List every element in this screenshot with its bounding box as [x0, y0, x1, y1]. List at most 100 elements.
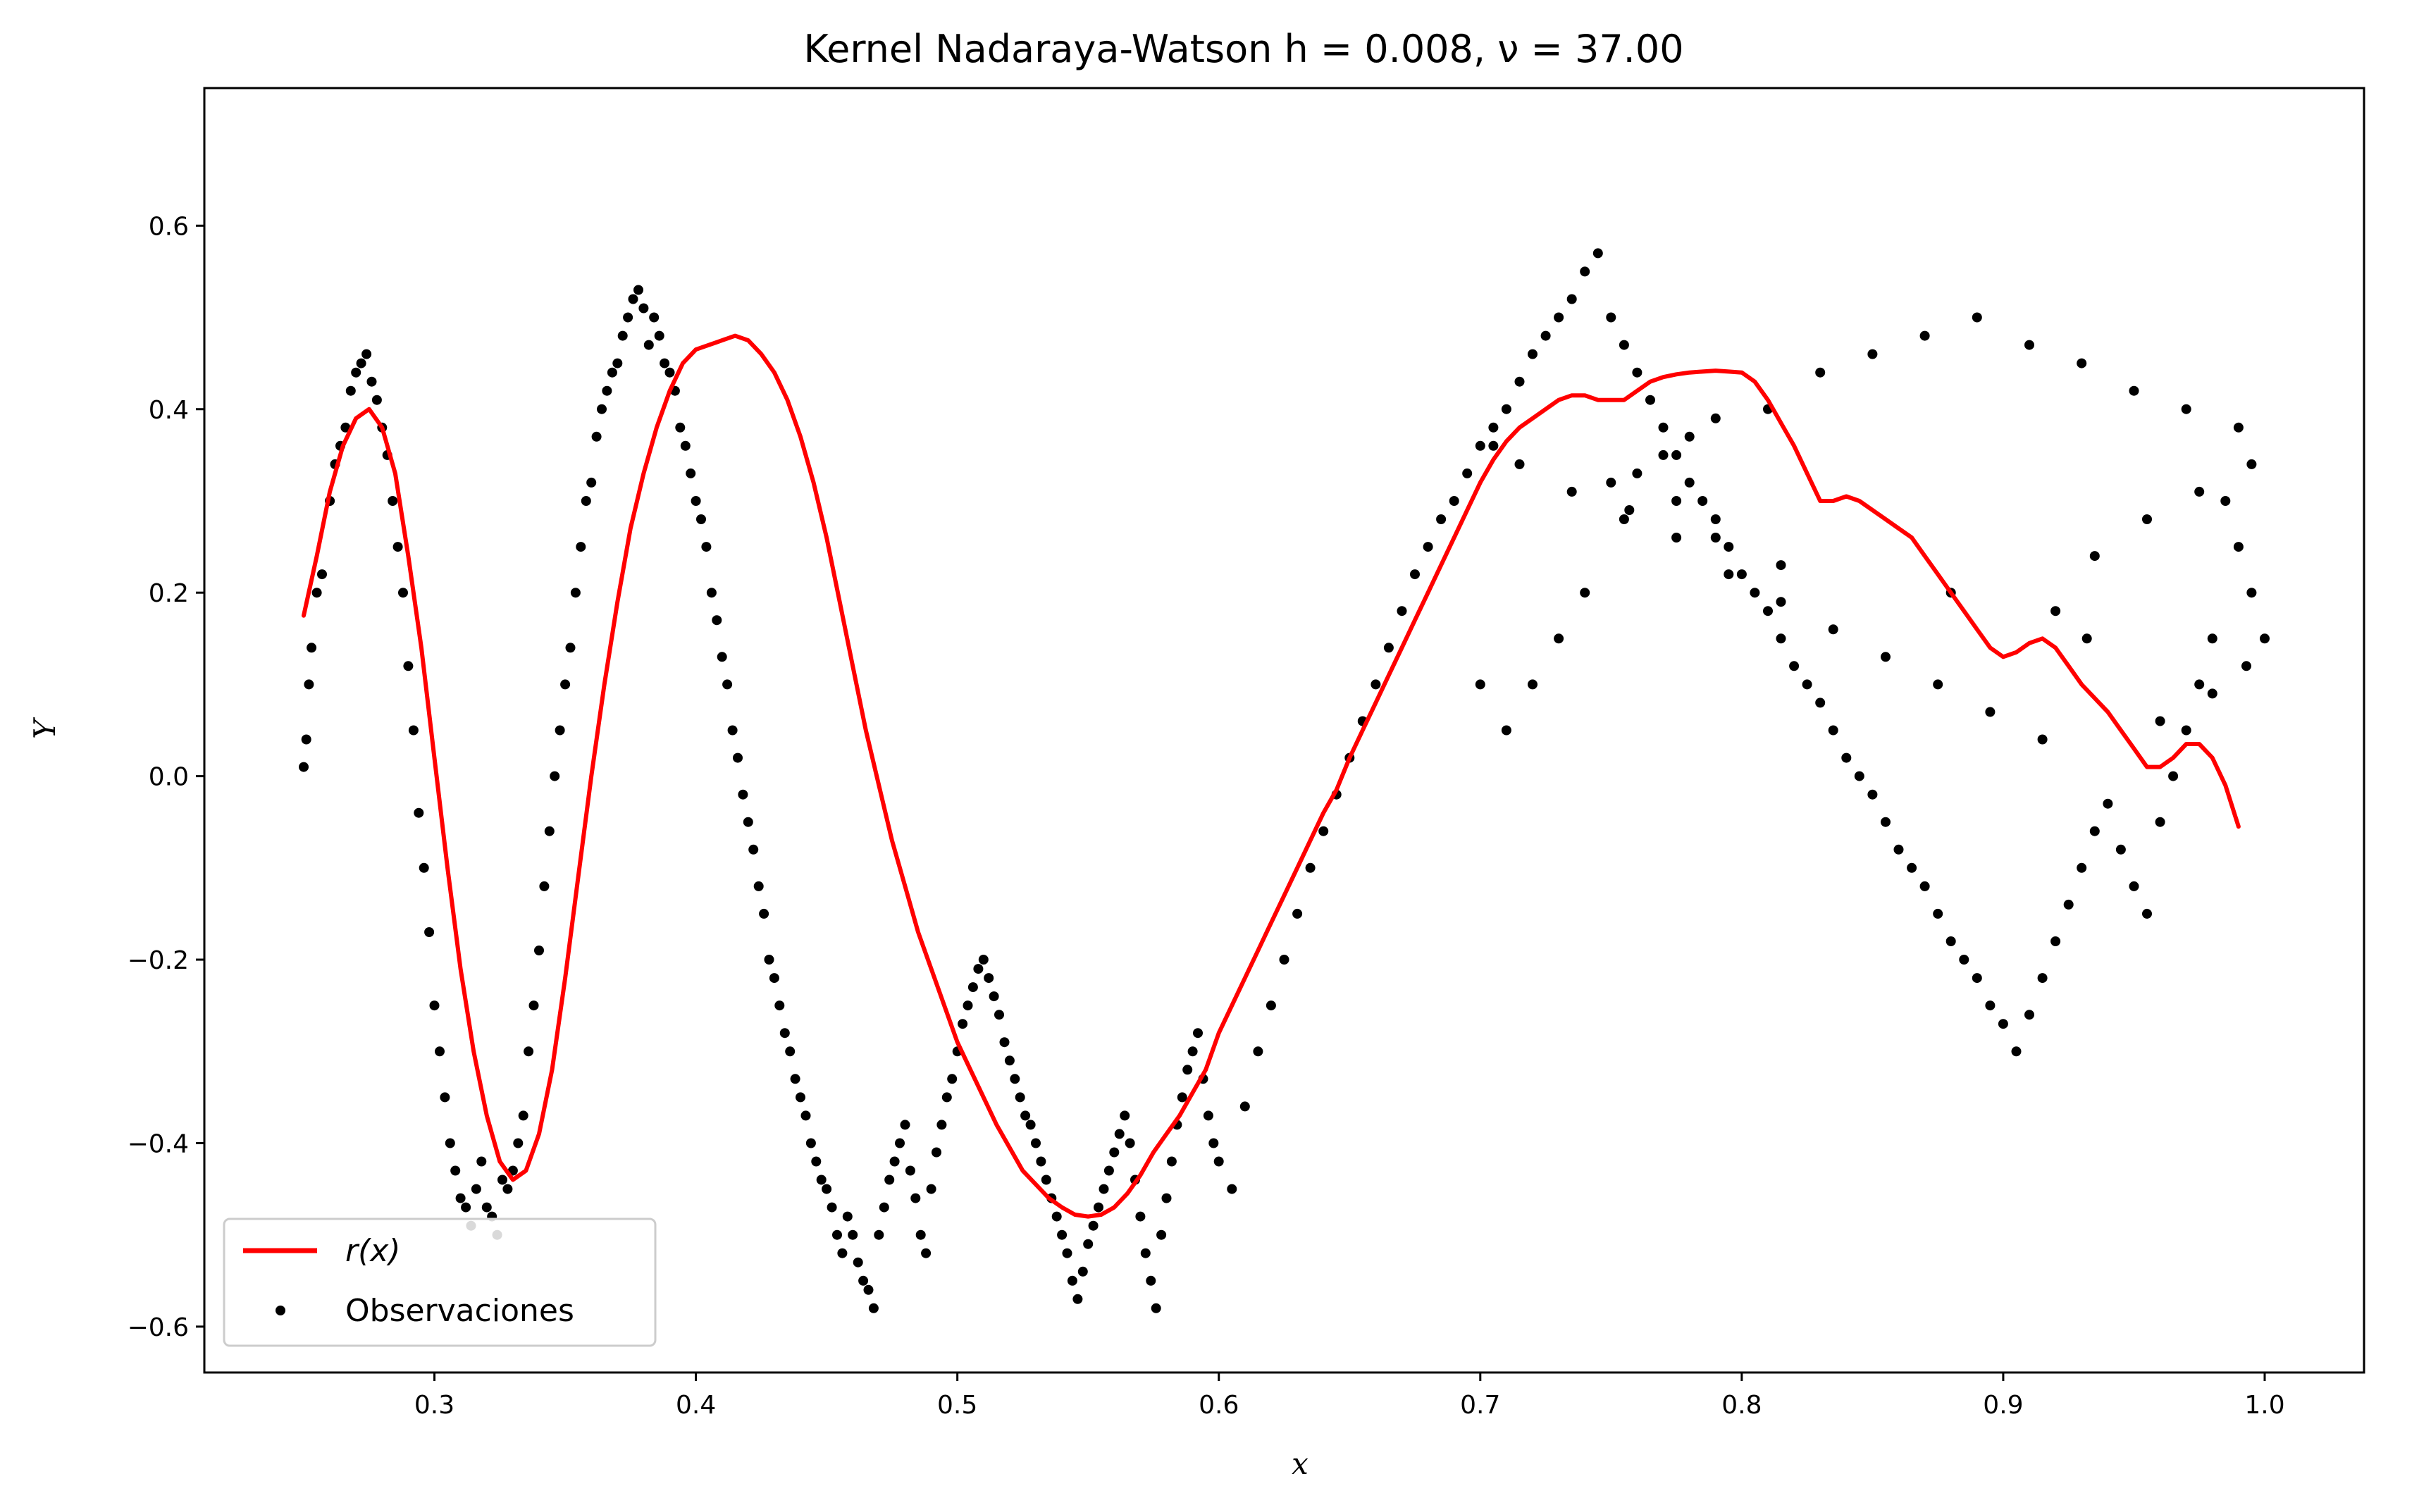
observation-point	[1998, 1019, 2008, 1029]
observation-point	[307, 643, 317, 653]
observation-point	[1166, 1156, 1177, 1167]
observation-point	[1383, 643, 1394, 653]
observation-point	[879, 1202, 889, 1213]
observation-point	[1684, 477, 1695, 488]
observation-point	[461, 1202, 471, 1213]
observation-point	[565, 643, 576, 653]
observation-point	[874, 1229, 884, 1240]
observation-point	[1475, 440, 1485, 451]
observation-point	[2207, 688, 2217, 699]
observation-point	[947, 1074, 958, 1084]
observation-point	[1305, 862, 1316, 873]
observation-point	[1933, 679, 1943, 690]
observation-point	[1881, 652, 1891, 662]
x-tick-label: 0.9	[1983, 1391, 2023, 1420]
observation-point	[2081, 633, 2092, 644]
observation-point	[759, 908, 769, 919]
plot-area	[204, 88, 2364, 1372]
observation-point	[2233, 422, 2244, 433]
observation-point	[550, 771, 560, 781]
observation-point	[1828, 725, 1838, 736]
observation-point	[941, 1092, 952, 1103]
observation-point	[1867, 789, 1878, 800]
observation-point	[1907, 862, 1917, 873]
observation-point	[858, 1275, 869, 1286]
observation-point	[481, 1202, 492, 1213]
observation-point	[1410, 569, 1420, 580]
observation-point	[1475, 679, 1485, 690]
observation-point	[455, 1193, 466, 1203]
observation-point	[816, 1175, 827, 1185]
observation-point	[822, 1184, 832, 1194]
observation-point	[2168, 771, 2179, 781]
observation-point	[419, 862, 429, 873]
observation-point	[1619, 514, 1629, 524]
observation-point	[502, 1184, 513, 1194]
observation-point	[1114, 1129, 1125, 1139]
observation-point	[1203, 1110, 1213, 1121]
observation-point	[769, 973, 779, 984]
observation-point	[518, 1110, 528, 1121]
observation-point	[1109, 1147, 1120, 1158]
observation-point	[712, 615, 722, 626]
observation-point	[2024, 340, 2034, 350]
observation-point	[576, 542, 586, 552]
observation-point	[1077, 1266, 1088, 1277]
observation-point	[900, 1120, 910, 1130]
observation-point	[936, 1120, 947, 1130]
observation-point	[654, 330, 664, 341]
observation-point	[435, 1046, 445, 1057]
observation-point	[1528, 349, 1538, 359]
observation-point	[1279, 955, 1289, 965]
observation-point	[476, 1156, 487, 1167]
observation-point	[2194, 679, 2205, 690]
observation-point	[1156, 1229, 1167, 1240]
observation-point	[2142, 514, 2152, 524]
observation-point	[1397, 606, 1407, 616]
observation-point	[643, 340, 654, 350]
x-tick-label: 0.6	[1199, 1391, 1239, 1420]
observation-point	[1423, 542, 1433, 552]
observation-point	[1083, 1239, 1094, 1249]
observation-point	[842, 1211, 853, 1222]
observation-point	[1632, 468, 1642, 478]
observation-point	[1004, 1055, 1015, 1066]
observation-point	[2155, 716, 2165, 726]
observation-point	[2155, 817, 2165, 827]
observation-point	[429, 1000, 440, 1011]
observation-point	[1135, 1211, 1146, 1222]
scatter-layer	[299, 248, 2270, 1313]
observation-point	[1208, 1138, 1219, 1148]
observation-point	[1094, 1202, 1103, 1213]
observation-point	[602, 385, 612, 396]
observation-point	[2024, 1010, 2034, 1020]
observation-point	[1120, 1110, 1130, 1121]
observation-point	[1554, 312, 1564, 323]
observation-point	[1710, 533, 1721, 543]
observation-point	[2246, 588, 2257, 598]
observation-point	[1125, 1138, 1135, 1148]
observation-point	[790, 1074, 800, 1084]
y-axis-ticks: −0.6 −0.4 −0.2 0.0 0.2 0.4 0.6	[128, 212, 204, 1342]
observation-point	[2037, 973, 2048, 984]
observation-point	[301, 734, 311, 745]
y-tick-label: −0.6	[128, 1313, 189, 1342]
observation-point	[388, 496, 398, 506]
observation-point	[1972, 973, 1982, 984]
observation-point	[2103, 798, 2113, 809]
observation-point	[984, 973, 994, 984]
y-tick-label: −0.4	[128, 1129, 189, 1158]
observation-point	[1528, 679, 1538, 690]
observation-point	[555, 725, 565, 736]
observation-point	[811, 1156, 822, 1167]
observation-point	[1632, 367, 1642, 378]
observation-point	[1514, 376, 1525, 387]
observation-point	[1318, 826, 1329, 836]
observation-point	[1658, 450, 1669, 460]
observation-point	[340, 422, 351, 433]
observation-point	[1239, 1101, 1250, 1112]
observation-point	[299, 762, 309, 772]
observation-point	[408, 725, 419, 736]
observation-point	[1099, 1184, 1109, 1194]
chart-title: Kernel Nadaraya-Watson h = 0.008, ν = 37…	[803, 27, 1683, 71]
